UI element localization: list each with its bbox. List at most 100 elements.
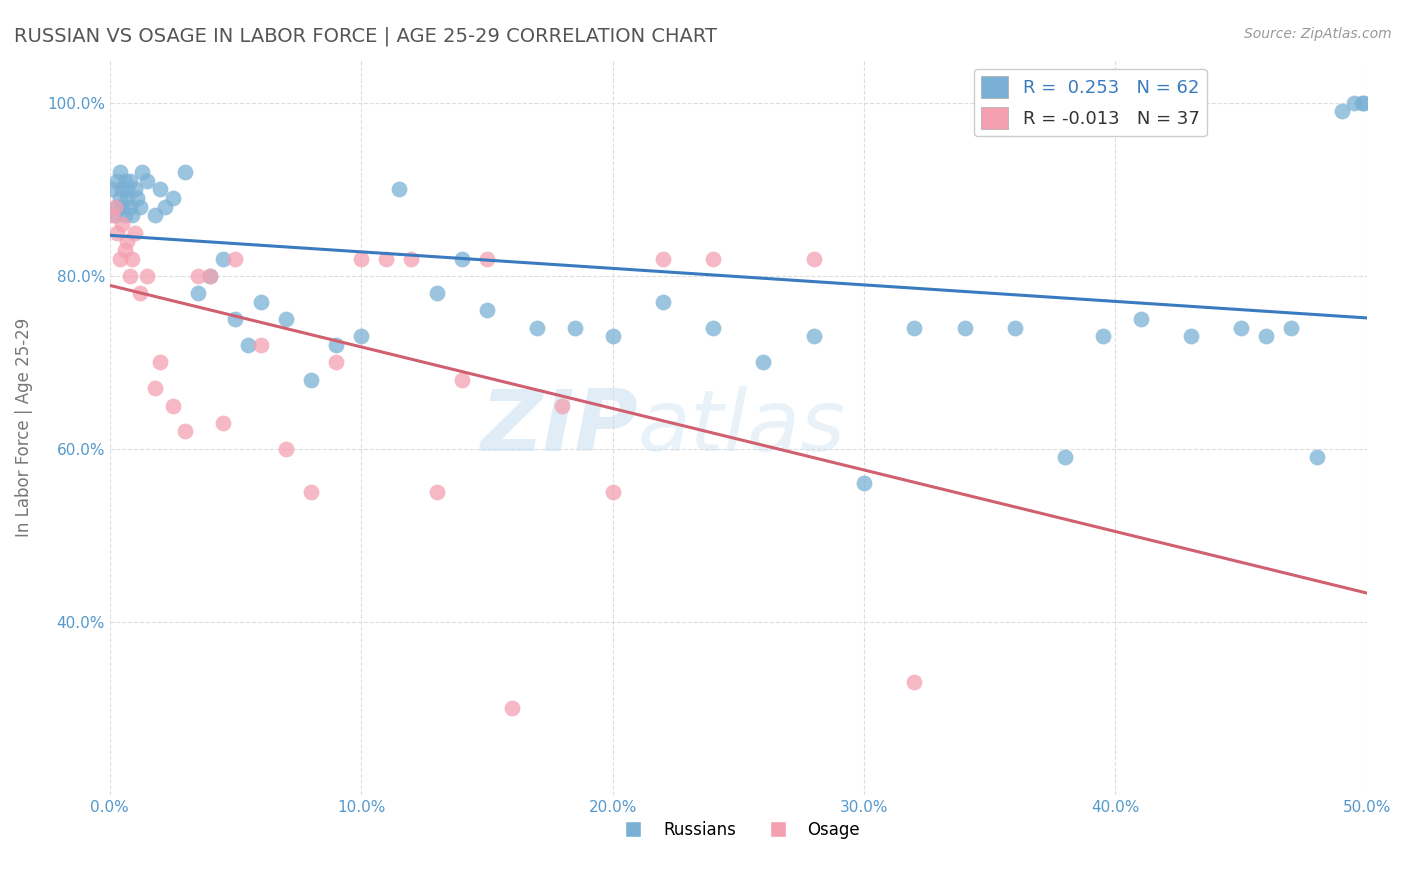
Point bbox=[117, 182, 139, 196]
Point bbox=[1256, 329, 1278, 343]
Point bbox=[325, 338, 347, 352]
Point bbox=[111, 217, 134, 231]
Point bbox=[651, 294, 673, 309]
Point bbox=[127, 191, 149, 205]
Point bbox=[104, 200, 127, 214]
Point bbox=[702, 320, 724, 334]
Point bbox=[224, 252, 246, 266]
Y-axis label: In Labor Force | Age 25-29: In Labor Force | Age 25-29 bbox=[15, 318, 32, 537]
Point bbox=[249, 338, 271, 352]
Point bbox=[162, 399, 184, 413]
Text: atlas: atlas bbox=[638, 385, 846, 468]
Point bbox=[752, 355, 775, 369]
Point bbox=[149, 355, 172, 369]
Point bbox=[602, 329, 624, 343]
Text: ZIP: ZIP bbox=[479, 385, 638, 468]
Point bbox=[388, 182, 411, 196]
Point bbox=[124, 182, 146, 196]
Point bbox=[101, 208, 124, 222]
Point bbox=[1054, 450, 1077, 465]
Point bbox=[426, 485, 449, 500]
Point bbox=[803, 252, 825, 266]
Point bbox=[702, 252, 724, 266]
Point bbox=[375, 252, 398, 266]
Point bbox=[236, 338, 259, 352]
Point bbox=[1279, 320, 1302, 334]
Point bbox=[853, 476, 876, 491]
Point bbox=[200, 268, 222, 283]
Point bbox=[602, 485, 624, 500]
Point bbox=[274, 312, 297, 326]
Point bbox=[903, 320, 925, 334]
Point bbox=[174, 165, 197, 179]
Point bbox=[1351, 95, 1374, 110]
Point bbox=[162, 191, 184, 205]
Point bbox=[108, 252, 131, 266]
Point bbox=[212, 416, 235, 430]
Point bbox=[117, 234, 139, 248]
Point bbox=[153, 200, 176, 214]
Point bbox=[803, 329, 825, 343]
Point bbox=[101, 182, 124, 196]
Point bbox=[117, 191, 139, 205]
Text: Source: ZipAtlas.com: Source: ZipAtlas.com bbox=[1244, 27, 1392, 41]
Point bbox=[1305, 450, 1327, 465]
Point bbox=[1004, 320, 1026, 334]
Point bbox=[187, 286, 209, 301]
Point bbox=[149, 182, 172, 196]
Point bbox=[118, 174, 141, 188]
Point bbox=[111, 200, 134, 214]
Point bbox=[475, 303, 498, 318]
Point bbox=[108, 191, 131, 205]
Point bbox=[651, 252, 673, 266]
Point bbox=[274, 442, 297, 456]
Point bbox=[121, 252, 143, 266]
Point bbox=[121, 208, 143, 222]
Point bbox=[350, 329, 373, 343]
Point bbox=[401, 252, 423, 266]
Point bbox=[104, 208, 127, 222]
Point bbox=[475, 252, 498, 266]
Point bbox=[118, 268, 141, 283]
Point bbox=[129, 286, 152, 301]
Point bbox=[903, 675, 925, 690]
Point bbox=[299, 485, 322, 500]
Point bbox=[187, 268, 209, 283]
Point bbox=[105, 226, 128, 240]
Point bbox=[953, 320, 976, 334]
Point bbox=[450, 252, 472, 266]
Point bbox=[249, 294, 271, 309]
Text: RUSSIAN VS OSAGE IN LABOR FORCE | AGE 25-29 CORRELATION CHART: RUSSIAN VS OSAGE IN LABOR FORCE | AGE 25… bbox=[14, 27, 717, 46]
Point bbox=[143, 381, 166, 395]
Point bbox=[1091, 329, 1114, 343]
Point bbox=[200, 268, 222, 283]
Point bbox=[212, 252, 235, 266]
Point bbox=[108, 165, 131, 179]
Point bbox=[174, 425, 197, 439]
Point bbox=[1353, 95, 1375, 110]
Point bbox=[564, 320, 586, 334]
Point bbox=[114, 208, 136, 222]
Point bbox=[1343, 95, 1365, 110]
Point bbox=[325, 355, 347, 369]
Point bbox=[224, 312, 246, 326]
Point bbox=[350, 252, 373, 266]
Point bbox=[143, 208, 166, 222]
Point bbox=[114, 243, 136, 257]
Point bbox=[105, 174, 128, 188]
Point bbox=[129, 200, 152, 214]
Point bbox=[1129, 312, 1152, 326]
Point bbox=[131, 165, 153, 179]
Point bbox=[1330, 104, 1353, 119]
Point bbox=[118, 200, 141, 214]
Point bbox=[1180, 329, 1202, 343]
Point bbox=[114, 174, 136, 188]
Point bbox=[426, 286, 449, 301]
Point bbox=[450, 373, 472, 387]
Point bbox=[299, 373, 322, 387]
Point bbox=[105, 200, 128, 214]
Legend: Russians, Osage: Russians, Osage bbox=[610, 814, 868, 846]
Point bbox=[124, 226, 146, 240]
Point bbox=[1230, 320, 1253, 334]
Point bbox=[136, 174, 159, 188]
